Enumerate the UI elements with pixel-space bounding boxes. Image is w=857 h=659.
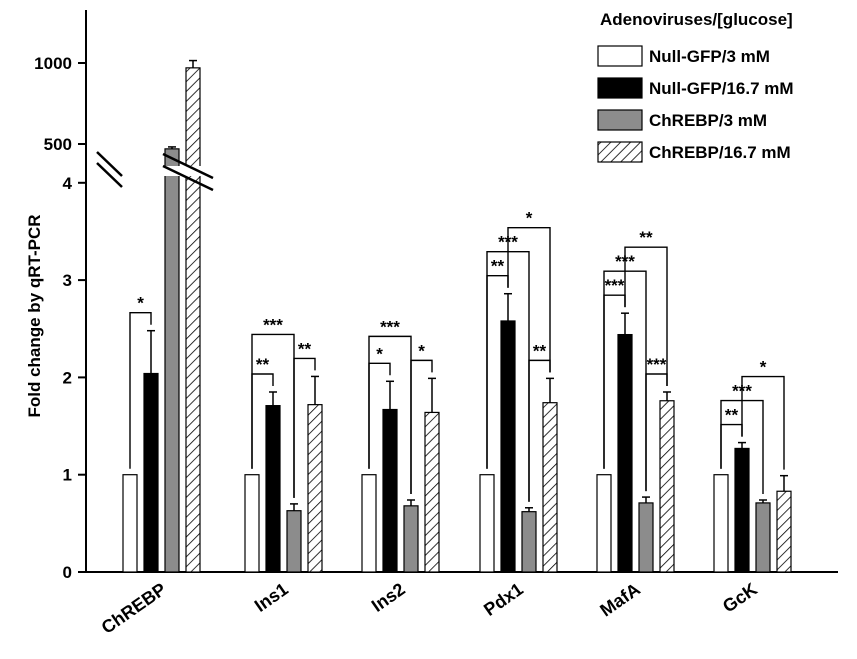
- bar: [596, 474, 612, 573]
- y-tick-label: 1000: [34, 54, 72, 73]
- significance-bracket: [507, 227, 551, 373]
- significance-label: **: [725, 406, 739, 425]
- bar: [185, 67, 201, 573]
- significance-label: *: [526, 209, 533, 228]
- category-label: Pdx1: [480, 579, 527, 620]
- bar: [713, 474, 729, 573]
- significance-label: *: [376, 344, 383, 363]
- bar: [382, 408, 398, 573]
- bar: [361, 474, 377, 573]
- significance-brackets: ********* *****************************: [129, 209, 785, 502]
- bar: [776, 490, 792, 573]
- category-label: Ins1: [251, 579, 292, 616]
- significance-label: ***: [263, 315, 283, 334]
- category-label: ChREBP: [98, 579, 170, 638]
- bar: [143, 372, 159, 573]
- category-label: GcK: [719, 579, 761, 617]
- significance-bracket: [624, 246, 668, 386]
- bar: [659, 400, 675, 573]
- legend-swatch: [597, 109, 643, 131]
- legend-swatch: [597, 141, 643, 163]
- y-tick-label: 2: [63, 368, 72, 387]
- bar: [265, 405, 281, 573]
- legend-swatch: [597, 45, 643, 67]
- significance-bracket: [741, 375, 785, 470]
- bar-break-gap: [163, 166, 213, 176]
- bar-break-line: [162, 164, 214, 192]
- legend: Adenoviruses/[glucose] Null-GFP/3 mMNull…: [597, 10, 794, 163]
- significance-label: **: [491, 257, 505, 276]
- bar-break-line: [162, 152, 214, 180]
- significance-label: **: [298, 339, 312, 358]
- significance-label: ***: [380, 317, 400, 336]
- legend-label: Null-GFP/16.7 mM: [649, 79, 794, 98]
- y-tick-label: 1: [63, 466, 72, 485]
- bar: [403, 505, 419, 573]
- bar-break-marks: [162, 152, 214, 192]
- category-label: MafA: [596, 579, 644, 621]
- significance-label: *: [137, 294, 144, 313]
- legend-items: Null-GFP/3 mM Null-GFP/16.7 mM ChREBP/3 mM…: [597, 45, 794, 163]
- legend-swatch: [597, 77, 643, 99]
- bar: [542, 402, 558, 573]
- axis-break-mark-upper: [96, 151, 123, 177]
- y-ticks: 0 1 2 3 4 500 1000: [34, 54, 86, 582]
- bar: [521, 511, 537, 573]
- bar: [122, 474, 138, 573]
- significance-bracket: [251, 333, 295, 498]
- bar: [734, 447, 750, 573]
- bars: [122, 67, 792, 573]
- axis-break-mark-lower: [96, 162, 123, 188]
- bar: [755, 502, 771, 573]
- y-axis-title: Fold change by qRT-PCR: [25, 214, 44, 417]
- significance-bracket: [368, 335, 412, 494]
- bar: [638, 502, 654, 573]
- significance-label: **: [639, 228, 653, 247]
- significance-label: **: [256, 355, 270, 374]
- category-label: Ins2: [368, 579, 409, 616]
- category-labels: ChREBP Ins1 Ins2 Pdx1 MafA GcK: [98, 579, 761, 638]
- bar: [164, 148, 180, 573]
- significance-label: *: [760, 358, 767, 377]
- legend-label: Null-GFP/3 mM: [649, 47, 770, 66]
- bar: [424, 411, 440, 573]
- legend-label: ChREBP/16.7 mM: [649, 143, 791, 162]
- significance-bracket: [129, 311, 152, 469]
- significance-label: ***: [647, 355, 667, 374]
- bar: [617, 333, 633, 573]
- y-tick-label: 3: [63, 271, 72, 290]
- axes: [85, 10, 838, 573]
- y-tick-label: 0: [63, 563, 72, 582]
- significance-label: **: [533, 341, 547, 360]
- bar: [500, 320, 516, 573]
- error-bars: [147, 59, 788, 512]
- bar: [307, 404, 323, 573]
- bar: [286, 510, 302, 573]
- significance-label: ***: [605, 276, 625, 295]
- y-tick-label: 4: [63, 174, 73, 193]
- y-tick-label: 500: [44, 135, 72, 154]
- bar: [479, 474, 495, 573]
- legend-label: ChREBP/3 mM: [649, 111, 767, 130]
- bar: [244, 474, 260, 573]
- legend-title: Adenoviruses/[glucose]: [600, 10, 793, 29]
- significance-label: *: [418, 341, 425, 360]
